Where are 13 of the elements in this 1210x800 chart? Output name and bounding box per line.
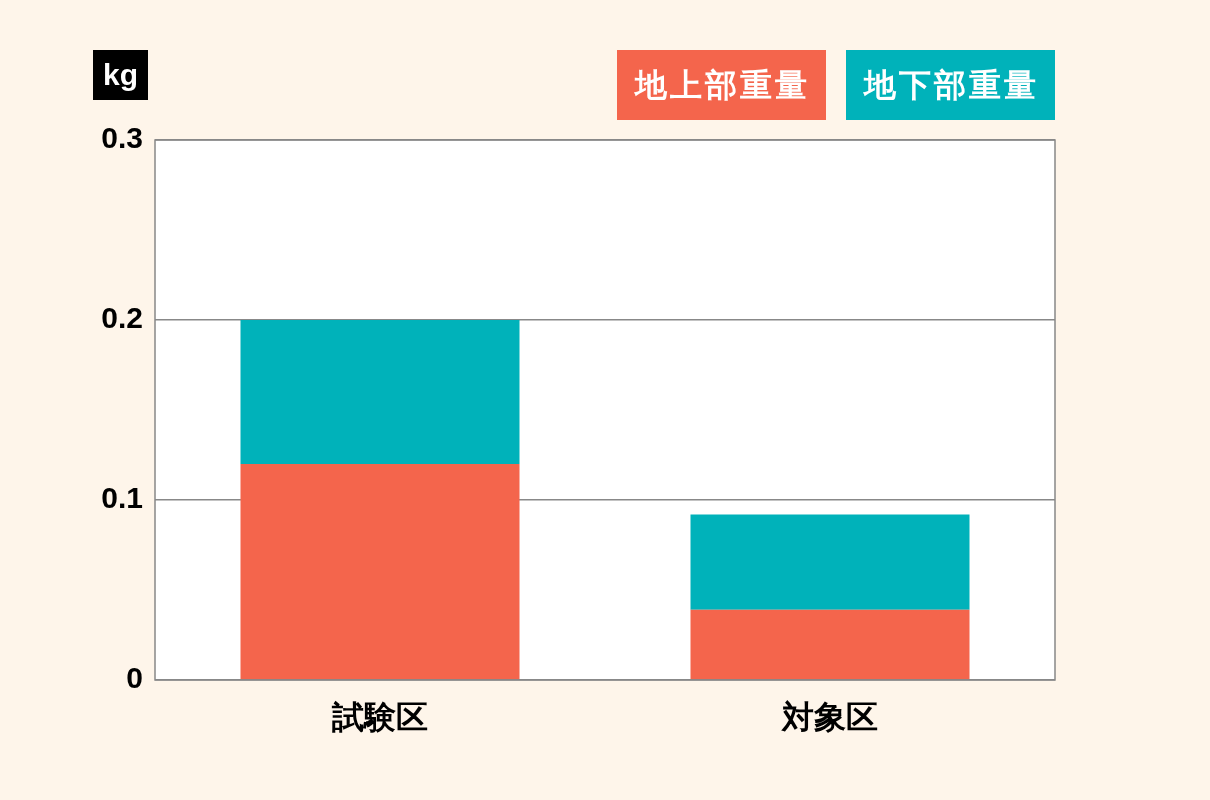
x-tick-label: 対象区	[781, 697, 878, 736]
y-axis-title: kg	[93, 50, 149, 100]
legend-label: 地下部重量	[864, 50, 1055, 120]
x-tick-label: 試験区	[331, 697, 428, 736]
y-tick-label: 0.1	[101, 481, 143, 515]
legend-label: 地上部重量	[635, 50, 826, 120]
bar	[240, 320, 520, 464]
y-tick-label: 0.3	[101, 121, 143, 155]
y-tick-label: 0	[126, 661, 143, 695]
bar	[690, 514, 970, 610]
bar	[240, 464, 520, 680]
bar	[690, 609, 970, 680]
y-tick-label: 0.2	[101, 301, 143, 335]
